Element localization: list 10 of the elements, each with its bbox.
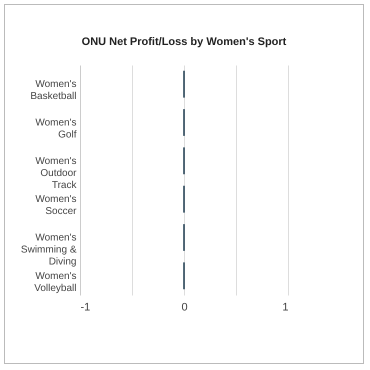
y-tick-label: Women's Soccer [35, 194, 78, 218]
y-tick-label: Women's Swimming & Diving [20, 232, 77, 268]
chart-title: ONU Net Profit/Loss by Women's Sport [82, 36, 287, 48]
y-tick-label: Women's Golf [35, 118, 77, 140]
x-tick-label: -1 [80, 302, 90, 314]
x-tick-label: 1 [282, 302, 288, 314]
x-tick-label: 0 [181, 302, 188, 314]
y-tick-label: Women's Basketball [30, 79, 76, 102]
y-tick-label: Women's Outdoor Track [35, 156, 78, 191]
y-tick-label: Women's Volleyball [34, 270, 76, 294]
